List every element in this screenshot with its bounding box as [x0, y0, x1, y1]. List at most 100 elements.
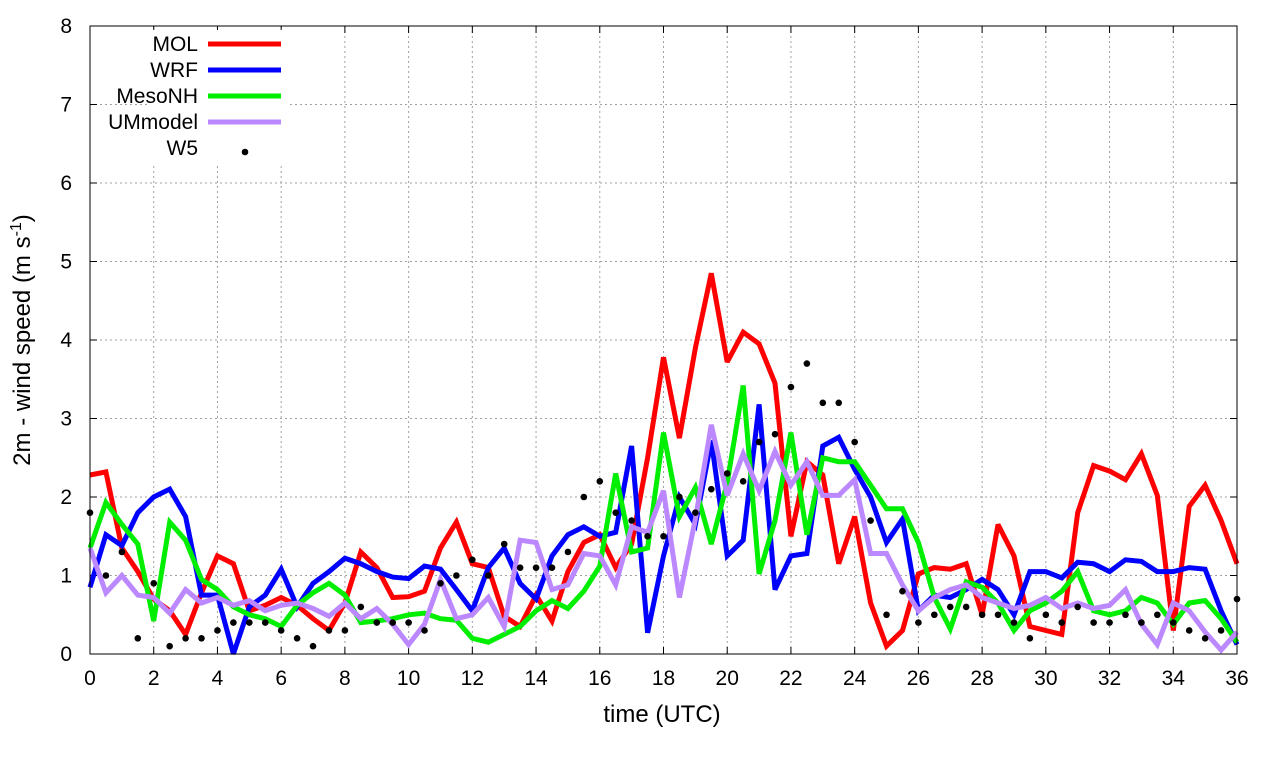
- y-tick-label: 4: [60, 329, 72, 352]
- point-w5: [803, 360, 811, 367]
- series-line-ummodel: [87, 424, 1239, 654]
- point-w5: [516, 564, 524, 571]
- x-tick-label: 34: [1162, 667, 1186, 690]
- x-tick-label: 8: [339, 667, 351, 690]
- y-tick-label: 3: [60, 408, 72, 431]
- series-line-wrf: [87, 404, 1240, 655]
- point-w5: [532, 564, 540, 571]
- point-w5: [580, 493, 588, 501]
- point-w5: [899, 587, 906, 595]
- legend: MOL WRF MesoNH UMmodel W5: [108, 30, 288, 165]
- plot-frame: [89, 25, 1238, 655]
- x-tick-label: 2: [148, 667, 160, 690]
- point-w5: [1090, 619, 1097, 626]
- point-w5: [230, 619, 237, 626]
- point-w5: [564, 548, 572, 556]
- point-w5: [787, 383, 795, 391]
- point-w5: [1217, 627, 1225, 634]
- point-w5: [739, 478, 747, 485]
- point-w5: [835, 399, 843, 407]
- x-tick-label: 0: [84, 667, 96, 690]
- point-w5: [1138, 619, 1145, 626]
- point-w5: [373, 619, 381, 626]
- point-w5: [246, 619, 253, 626]
- point-w5: [437, 580, 444, 587]
- point-w5: [182, 635, 189, 642]
- point-w5: [325, 627, 333, 634]
- y-tick-label: 1: [60, 565, 72, 588]
- legend-label-mol: MOL: [152, 33, 198, 56]
- x-tick-label: 4: [212, 667, 224, 690]
- point-w5: [707, 485, 715, 493]
- x-tick-label: 14: [524, 667, 548, 690]
- point-w5: [723, 470, 731, 477]
- x-tick-label: 24: [843, 667, 867, 690]
- y-tick-label: 7: [60, 94, 72, 117]
- point-w5: [453, 572, 460, 579]
- point-w5: [1169, 619, 1177, 626]
- x-tick-label: 16: [588, 667, 611, 690]
- legend-label-w5: W5: [167, 137, 199, 160]
- point-w5: [931, 611, 938, 619]
- point-w5: [548, 564, 556, 571]
- point-w5: [1122, 611, 1129, 619]
- point-w5: [1058, 619, 1066, 626]
- x-tick-label: 28: [970, 667, 993, 690]
- point-w5: [421, 627, 428, 634]
- point-w5: [134, 635, 142, 642]
- legend-swatch-w5: [241, 148, 249, 156]
- point-w5: [596, 478, 604, 485]
- point-w5: [692, 509, 699, 516]
- x-tick-label: 6: [275, 667, 287, 690]
- point-w5: [500, 540, 508, 548]
- y-tick-label: 6: [60, 172, 72, 195]
- point-w5: [1106, 619, 1113, 626]
- point-w5: [660, 532, 667, 540]
- y-axis-label-close: ): [9, 214, 36, 222]
- point-w5: [293, 635, 301, 642]
- point-w5: [1201, 635, 1209, 642]
- point-w5: [261, 619, 269, 626]
- x-tick-label: 30: [1034, 667, 1057, 690]
- point-w5: [755, 438, 763, 446]
- point-w5: [357, 603, 365, 611]
- point-w5: [150, 580, 158, 587]
- point-w5: [962, 603, 970, 611]
- point-w5: [644, 532, 651, 540]
- point-w5: [915, 619, 922, 626]
- point-w5: [867, 517, 874, 524]
- point-w5: [341, 627, 349, 634]
- x-axis-label: time (UTC): [603, 701, 720, 728]
- point-w5: [946, 603, 954, 611]
- point-w5: [819, 399, 827, 407]
- x-tick-label: 22: [779, 667, 802, 690]
- x-tick-label: 26: [907, 667, 930, 690]
- point-w5: [994, 611, 1002, 619]
- point-w5: [214, 627, 221, 634]
- y-tick-label: 5: [60, 251, 72, 274]
- point-w5: [612, 509, 620, 516]
- legend-label-mesonh: MesoNH: [116, 85, 198, 108]
- series-line-mesonh: [87, 385, 1240, 645]
- point-w5: [1154, 611, 1161, 619]
- tick-labels: 0 2 4 6 8 10 12 14 16 18 20 22 24 26 28 30 32 34 360123456…: [60, 15, 1248, 690]
- y-axis-label-superscript: -1: [8, 222, 25, 236]
- point-w5: [628, 517, 635, 524]
- point-w5: [277, 627, 285, 634]
- point-w5: [309, 642, 317, 650]
- point-w5: [978, 611, 986, 619]
- series-line-mol: [89, 272, 1240, 651]
- point-w5: [1074, 603, 1081, 611]
- y-tick-label: 8: [60, 15, 72, 38]
- y-tick-label: 0: [60, 643, 72, 666]
- x-tick-label: 20: [716, 667, 739, 690]
- point-w5: [484, 572, 492, 579]
- x-tick-label: 12: [461, 667, 484, 690]
- y-axis-label-main: 2m - wind speed (m s: [9, 236, 36, 465]
- x-tick-label: 36: [1225, 667, 1248, 690]
- legend-label-ummodel: UMmodel: [108, 111, 198, 134]
- y-axis-label: 2m - wind speed (m s-1): [8, 214, 36, 466]
- point-w5: [1185, 627, 1193, 634]
- point-w5: [469, 556, 476, 564]
